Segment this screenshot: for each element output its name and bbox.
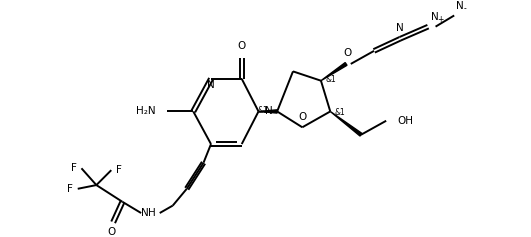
Text: F: F [71, 163, 77, 173]
Text: F: F [116, 165, 122, 175]
Text: N: N [207, 80, 215, 90]
Text: N: N [431, 12, 439, 22]
Polygon shape [330, 111, 362, 136]
Polygon shape [321, 63, 347, 81]
Text: &1: &1 [257, 106, 268, 115]
Text: +: + [438, 15, 444, 24]
Text: O: O [107, 227, 115, 237]
Text: N: N [265, 106, 273, 116]
Text: &1: &1 [326, 75, 336, 84]
Text: F: F [67, 184, 73, 194]
Text: OH: OH [397, 116, 413, 126]
Text: N: N [396, 23, 404, 33]
Text: O: O [344, 48, 352, 58]
Text: H: H [148, 208, 156, 218]
Text: &1: &1 [335, 108, 346, 117]
Polygon shape [259, 110, 277, 113]
Text: O: O [298, 112, 306, 122]
Text: H₂N: H₂N [136, 106, 156, 116]
Text: N: N [141, 208, 149, 218]
Text: N: N [456, 1, 464, 11]
Text: O: O [237, 41, 246, 51]
Text: -: - [464, 4, 466, 13]
